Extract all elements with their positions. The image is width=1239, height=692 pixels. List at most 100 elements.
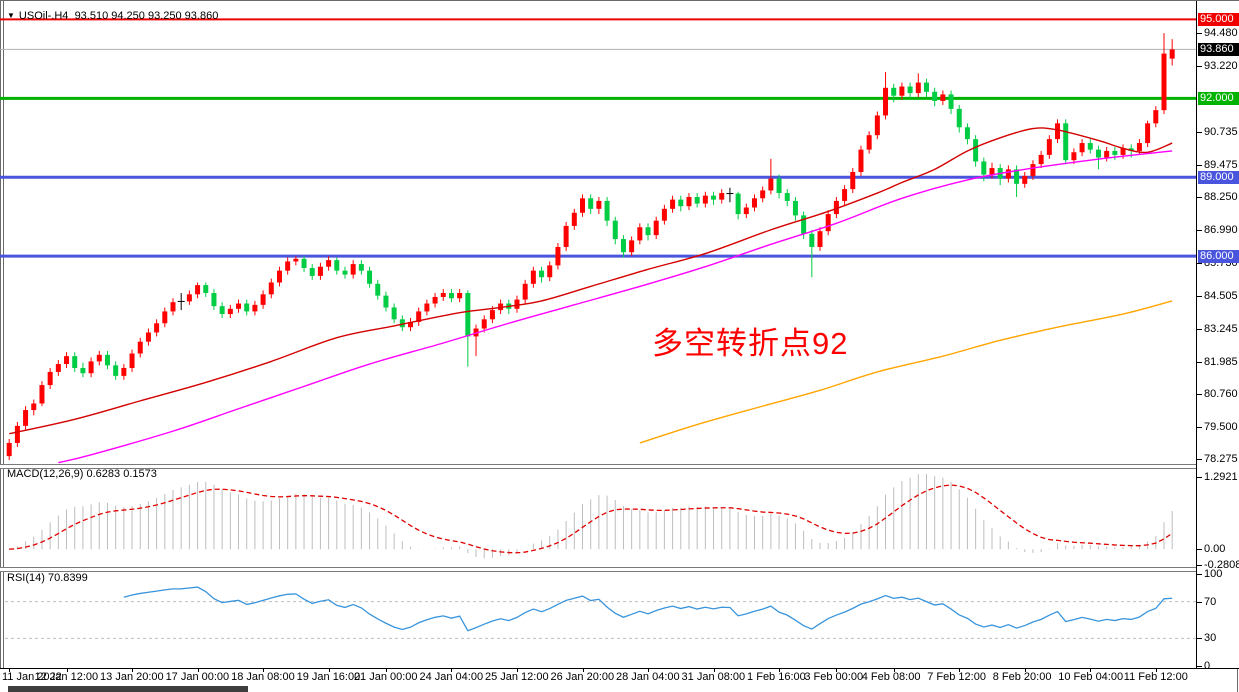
window-left-border (0, 1, 1, 692)
candle-body (989, 168, 995, 175)
candle-body (489, 310, 495, 320)
candle-body (899, 86, 905, 96)
candle-body (481, 319, 487, 329)
panel-splitter-rsi[interactable] (0, 567, 1239, 572)
candle-body (1120, 148, 1126, 155)
candle-body (809, 233, 815, 247)
price-tick-dash (1197, 427, 1202, 429)
price-badge-resistance-95: 95.000 (1198, 12, 1239, 26)
candle-body (1071, 152, 1077, 161)
candle-body (1136, 143, 1142, 151)
symbol-period-label: USOil-.H4 (18, 10, 69, 22)
ma-slow-orange-line[interactable] (639, 300, 1173, 444)
candle-body (367, 270, 373, 284)
scrollbar-thumb[interactable] (8, 686, 248, 692)
time-axis[interactable]: 11 Jan 2022 12 Jan 12:00 13 Jan 20:00 17 Ja… (0, 668, 1196, 685)
chart-title-bar: ▼ USOil-.H4 93.510 94.250 93.250 93.860 (7, 10, 218, 22)
candle-body (301, 258, 307, 269)
time-label: 17 Jan 00:00 (165, 671, 230, 683)
candle-body (383, 295, 389, 308)
price-tick-dash (1197, 459, 1202, 461)
candle-body (358, 264, 364, 271)
window-left-inner-border (3, 1, 4, 692)
horizontal-scrollbar[interactable] (0, 685, 1196, 692)
price-tick-label: 81.985 (1204, 355, 1238, 368)
candle-body (342, 270, 348, 275)
main-price-chart[interactable] (0, 1, 1196, 464)
time-label: 1 Feb 16:00 (747, 671, 806, 683)
candle-body (104, 354, 110, 366)
candle-body (162, 311, 168, 324)
time-tick (328, 668, 330, 672)
time-tick (1090, 668, 1092, 672)
candle-body (670, 199, 676, 209)
candle-body (956, 108, 962, 128)
collapse-ohlc-icon[interactable]: ▼ (7, 11, 15, 20)
candle-body (784, 193, 790, 201)
rsi-tick-label: 70 (1204, 595, 1217, 608)
candle-body (760, 190, 766, 199)
candle-body (47, 371, 53, 386)
candle-body (113, 365, 119, 376)
candle-body (1145, 123, 1151, 144)
candle-body (326, 260, 332, 267)
time-tick (263, 668, 265, 672)
candle-body (645, 227, 651, 236)
candle-body (186, 294, 192, 302)
candle-body (23, 410, 29, 426)
time-label: 11 Jan 2022 (2, 671, 62, 683)
macd-signal-line (9, 484, 1173, 554)
time-tick (197, 668, 199, 672)
candle-body (653, 220, 659, 236)
price-tick-label: 93.220 (1204, 60, 1238, 73)
candle-body (211, 293, 217, 307)
candle-body (375, 283, 381, 296)
candle-body (465, 293, 471, 337)
price-badge-pivot-92: 92.000 (1198, 91, 1239, 105)
macd-tick-dash (1197, 564, 1202, 566)
candle-body (776, 178, 782, 194)
price-axis[interactable]: 94.480 93.220 90.735 89.475 88.250 86.990 85.7… (1196, 1, 1239, 672)
price-tick-dash (1197, 33, 1202, 35)
candle-body (72, 356, 78, 368)
macd-indicator-panel[interactable] (0, 467, 1196, 567)
price-tick-label: 90.735 (1204, 125, 1238, 138)
candle-body (539, 270, 545, 278)
ma-mid-magenta-line[interactable] (58, 150, 1173, 464)
ma-fast-red-line[interactable] (9, 127, 1173, 435)
candle-body (1063, 123, 1069, 161)
rsi-tick-label: 30 (1204, 632, 1217, 645)
candle-body (96, 354, 102, 362)
price-tick-label: 88.250 (1204, 190, 1238, 203)
panel-splitter-macd[interactable] (0, 464, 1239, 469)
candle-body (883, 87, 889, 116)
candle-body (350, 264, 356, 275)
candle-body (227, 308, 233, 315)
price-tick-dash (1197, 196, 1202, 198)
candle-body (285, 261, 291, 271)
time-label: 31 Jan 08:00 (681, 671, 746, 683)
candle-body (137, 341, 143, 354)
rsi-tick-dash (1197, 666, 1202, 667)
candle-body (1038, 154, 1044, 165)
time-label: 13 Jan 20:00 (100, 671, 164, 683)
candle-body (973, 139, 979, 162)
rsi-value: 70.8399 (47, 572, 88, 584)
candle-body (801, 215, 807, 234)
candle-body (260, 294, 266, 305)
price-tick-label: 83.245 (1204, 322, 1238, 335)
candle-body (64, 356, 70, 365)
candle-body (694, 196, 700, 204)
time-tick (893, 668, 895, 672)
candle-body (629, 240, 635, 253)
rsi-indicator-panel[interactable] (0, 571, 1196, 668)
candle-body (547, 265, 553, 278)
candle-body (604, 200, 610, 221)
candle-body (948, 94, 954, 109)
candle-body (1079, 143, 1085, 153)
candle-body (702, 195, 708, 204)
chart-text-annotation[interactable]: 多空转折点92 (652, 326, 849, 361)
candle-body (1095, 149, 1101, 158)
candle-body (1014, 169, 1020, 184)
candle-body (80, 367, 86, 374)
